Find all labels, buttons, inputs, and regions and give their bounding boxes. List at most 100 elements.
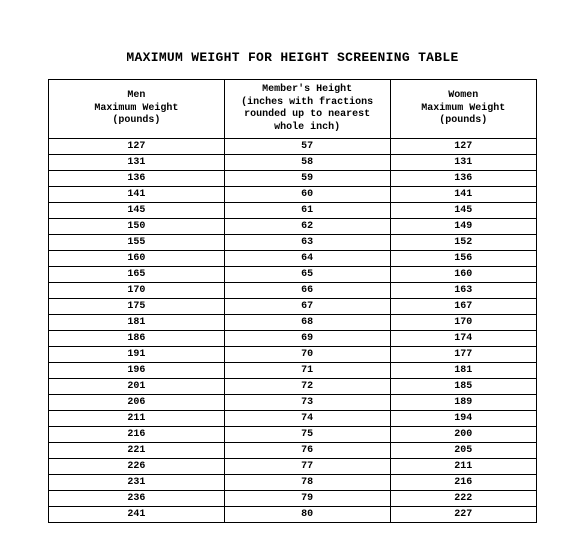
table-cell: 131 [390,155,536,171]
table-cell: 170 [390,315,536,331]
col-header-height: Member's Height(inches with fractionsrou… [224,80,390,139]
col-header-men: MenMaximum Weight(pounds) [49,80,225,139]
table-cell: 227 [390,507,536,523]
table-cell: 216 [49,427,225,443]
table-cell: 163 [390,283,536,299]
table-row: 21174194 [49,411,537,427]
table-cell: 67 [224,299,390,315]
table-cell: 145 [49,203,225,219]
table-cell: 72 [224,379,390,395]
col-header-women: WomenMaximum Weight(pounds) [390,80,536,139]
table-cell: 226 [49,459,225,475]
table-row: 18168170 [49,315,537,331]
table-row: 16565160 [49,267,537,283]
table-cell: 185 [390,379,536,395]
table-row: 17066163 [49,283,537,299]
table-cell: 189 [390,395,536,411]
table-row: 24180227 [49,507,537,523]
table-cell: 68 [224,315,390,331]
table-cell: 136 [390,171,536,187]
table-cell: 206 [49,395,225,411]
table-cell: 174 [390,331,536,347]
table-row: 20673189 [49,395,537,411]
table-cell: 150 [49,219,225,235]
table-cell: 231 [49,475,225,491]
table-cell: 165 [49,267,225,283]
table-row: 16064156 [49,251,537,267]
table-cell: 69 [224,331,390,347]
table-cell: 236 [49,491,225,507]
table-cell: 170 [49,283,225,299]
table-cell: 58 [224,155,390,171]
table-cell: 181 [49,315,225,331]
table-cell: 64 [224,251,390,267]
table-cell: 59 [224,171,390,187]
table-row: 13659136 [49,171,537,187]
table-cell: 131 [49,155,225,171]
table-cell: 79 [224,491,390,507]
screening-table: MenMaximum Weight(pounds) Member's Heigh… [48,79,537,523]
table-row: 22677211 [49,459,537,475]
table-cell: 221 [49,443,225,459]
table-cell: 65 [224,267,390,283]
table-cell: 200 [390,427,536,443]
page-title: MAXIMUM WEIGHT FOR HEIGHT SCREENING TABL… [48,50,537,65]
table-cell: 211 [390,459,536,475]
table-row: 21675200 [49,427,537,443]
table-row: 14160141 [49,187,537,203]
table-cell: 127 [390,139,536,155]
table-cell: 149 [390,219,536,235]
table-cell: 160 [390,267,536,283]
table-cell: 205 [390,443,536,459]
table-row: 17567167 [49,299,537,315]
table-cell: 66 [224,283,390,299]
table-cell: 62 [224,219,390,235]
table-cell: 145 [390,203,536,219]
table-row: 18669174 [49,331,537,347]
table-cell: 74 [224,411,390,427]
table-cell: 181 [390,363,536,379]
table-cell: 186 [49,331,225,347]
table-cell: 127 [49,139,225,155]
table-cell: 141 [390,187,536,203]
table-cell: 71 [224,363,390,379]
table-cell: 141 [49,187,225,203]
table-cell: 177 [390,347,536,363]
table-row: 14561145 [49,203,537,219]
table-cell: 57 [224,139,390,155]
table-row: 20172185 [49,379,537,395]
table-cell: 61 [224,203,390,219]
table-cell: 191 [49,347,225,363]
table-header: MenMaximum Weight(pounds) Member's Heigh… [49,80,537,139]
table-cell: 196 [49,363,225,379]
table-cell: 76 [224,443,390,459]
table-cell: 80 [224,507,390,523]
table-cell: 156 [390,251,536,267]
table-row: 15563152 [49,235,537,251]
table-row: 19671181 [49,363,537,379]
table-row: 15062149 [49,219,537,235]
table-cell: 136 [49,171,225,187]
table-cell: 222 [390,491,536,507]
table-cell: 160 [49,251,225,267]
table-cell: 241 [49,507,225,523]
table-row: 13158131 [49,155,537,171]
table-cell: 63 [224,235,390,251]
table-cell: 60 [224,187,390,203]
table-cell: 201 [49,379,225,395]
table-cell: 216 [390,475,536,491]
table-cell: 194 [390,411,536,427]
table-cell: 70 [224,347,390,363]
table-row: 22176205 [49,443,537,459]
table-cell: 73 [224,395,390,411]
table-cell: 75 [224,427,390,443]
table-cell: 155 [49,235,225,251]
table-row: 12757127 [49,139,537,155]
table-cell: 167 [390,299,536,315]
table-row: 23178216 [49,475,537,491]
table-row: 23679222 [49,491,537,507]
table-cell: 78 [224,475,390,491]
table-cell: 77 [224,459,390,475]
table-cell: 211 [49,411,225,427]
page-container: MAXIMUM WEIGHT FOR HEIGHT SCREENING TABL… [0,0,585,523]
